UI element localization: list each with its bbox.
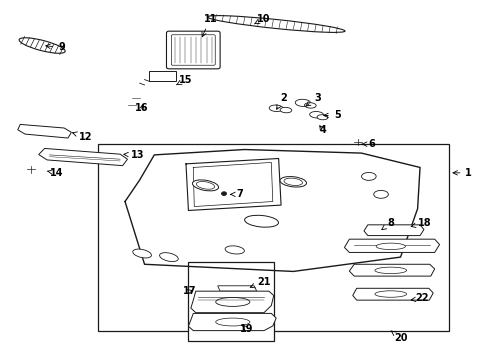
Text: 16: 16 xyxy=(135,103,148,113)
Ellipse shape xyxy=(280,176,306,187)
Text: 15: 15 xyxy=(176,75,192,85)
Ellipse shape xyxy=(304,103,316,108)
Ellipse shape xyxy=(284,178,302,185)
Bar xyxy=(188,262,273,341)
Text: 13: 13 xyxy=(123,150,143,160)
Text: 5: 5 xyxy=(323,111,340,121)
Text: 18: 18 xyxy=(410,218,431,228)
Ellipse shape xyxy=(215,297,249,306)
Text: 12: 12 xyxy=(72,132,93,142)
Text: 14: 14 xyxy=(47,168,63,178)
Polygon shape xyxy=(348,264,434,276)
Ellipse shape xyxy=(19,38,65,53)
Text: 20: 20 xyxy=(390,331,407,343)
Text: 17: 17 xyxy=(183,286,196,296)
FancyBboxPatch shape xyxy=(171,35,215,65)
Ellipse shape xyxy=(375,243,405,249)
Circle shape xyxy=(221,192,226,195)
Polygon shape xyxy=(344,239,439,252)
Ellipse shape xyxy=(192,180,218,191)
Text: 9: 9 xyxy=(46,42,65,52)
Text: 6: 6 xyxy=(362,139,374,149)
Text: 22: 22 xyxy=(410,293,428,303)
Polygon shape xyxy=(190,291,273,313)
Ellipse shape xyxy=(374,291,406,297)
Ellipse shape xyxy=(361,172,375,180)
Text: 10: 10 xyxy=(254,14,270,24)
Text: 19: 19 xyxy=(240,324,253,334)
Ellipse shape xyxy=(316,115,327,120)
Text: 1: 1 xyxy=(452,168,471,178)
Polygon shape xyxy=(188,314,276,330)
Polygon shape xyxy=(217,286,256,291)
Ellipse shape xyxy=(373,190,387,198)
Ellipse shape xyxy=(295,99,310,107)
Polygon shape xyxy=(363,225,423,235)
Polygon shape xyxy=(352,288,432,300)
Ellipse shape xyxy=(268,105,283,112)
Ellipse shape xyxy=(159,253,178,262)
Ellipse shape xyxy=(374,267,406,274)
Text: 2: 2 xyxy=(276,93,286,109)
Text: 21: 21 xyxy=(250,277,270,288)
Text: 8: 8 xyxy=(381,218,393,230)
Text: 7: 7 xyxy=(230,189,243,199)
Bar xyxy=(149,71,176,81)
Ellipse shape xyxy=(215,318,249,326)
Ellipse shape xyxy=(196,181,214,189)
Text: 11: 11 xyxy=(202,14,217,37)
Bar xyxy=(98,144,448,330)
Ellipse shape xyxy=(207,15,345,32)
FancyBboxPatch shape xyxy=(166,31,220,69)
Polygon shape xyxy=(18,125,71,138)
Ellipse shape xyxy=(309,112,323,118)
Ellipse shape xyxy=(280,107,291,113)
Text: 3: 3 xyxy=(305,93,320,106)
Polygon shape xyxy=(39,148,127,166)
Text: 4: 4 xyxy=(319,125,325,135)
Ellipse shape xyxy=(132,249,151,258)
Ellipse shape xyxy=(244,215,278,227)
Ellipse shape xyxy=(224,246,244,254)
